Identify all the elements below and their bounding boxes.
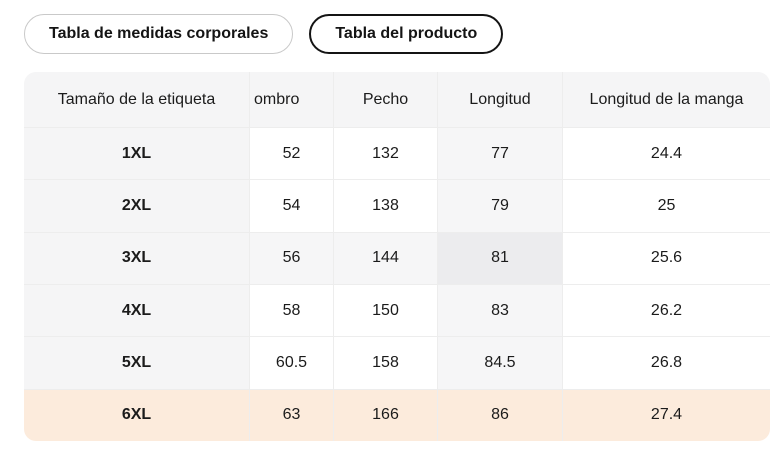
cell-sleeve-length[interactable]: 24.4	[562, 127, 770, 180]
size-row-4xl[interactable]: 4XL 58 150 83 26.2	[24, 283, 770, 337]
cell-chest[interactable]: 158	[333, 336, 437, 389]
cell-length[interactable]: 84.5	[437, 336, 562, 389]
size-label[interactable]: 6XL	[24, 388, 249, 441]
cell-length-highlighted[interactable]: 81	[437, 231, 562, 284]
cell-shoulder[interactable]: 54	[249, 179, 333, 232]
cell-length[interactable]: 86	[437, 388, 562, 441]
cell-shoulder[interactable]: 52	[249, 127, 333, 180]
tab-product[interactable]: Tabla del producto	[309, 14, 504, 54]
header-cell-sleeve-length: Longitud de la manga	[562, 72, 770, 127]
cell-shoulder[interactable]: 58	[249, 283, 333, 337]
size-row-6xl-selected[interactable]: 6XL 63 166 86 27.4	[24, 388, 770, 441]
cell-shoulder[interactable]: 63	[249, 388, 333, 441]
size-label[interactable]: 5XL	[24, 336, 249, 389]
header-cell-length: Longitud	[437, 72, 562, 127]
header-cell-label-size: Tamaño de la etiqueta	[24, 72, 249, 127]
header-cell-shoulder: ombro	[249, 72, 333, 127]
cell-shoulder[interactable]: 60.5	[249, 336, 333, 389]
header-cell-chest: Pecho	[333, 72, 437, 127]
product-size-table: Tamaño de la etiqueta ombro Pecho Longit…	[24, 72, 770, 441]
size-label[interactable]: 2XL	[24, 179, 249, 232]
size-label[interactable]: 1XL	[24, 127, 249, 180]
cell-sleeve-length[interactable]: 27.4	[562, 388, 770, 441]
cell-shoulder[interactable]: 56	[249, 231, 333, 284]
cell-length[interactable]: 83	[437, 283, 562, 337]
size-label[interactable]: 4XL	[24, 283, 249, 337]
size-chart-tabs: Tabla de medidas corporales Tabla del pr…	[24, 14, 504, 54]
cell-chest[interactable]: 138	[333, 179, 437, 232]
cell-sleeve-length[interactable]: 25	[562, 179, 770, 232]
cell-length[interactable]: 79	[437, 179, 562, 232]
size-row-3xl[interactable]: 3XL 56 144 81 25.6	[24, 231, 770, 284]
cell-chest[interactable]: 150	[333, 283, 437, 337]
size-row-1xl[interactable]: 1XL 52 132 77 24.4	[24, 127, 770, 180]
cell-chest[interactable]: 166	[333, 388, 437, 441]
table-header-row: Tamaño de la etiqueta ombro Pecho Longit…	[24, 72, 770, 127]
cell-sleeve-length[interactable]: 25.6	[562, 231, 770, 284]
cell-sleeve-length[interactable]: 26.8	[562, 336, 770, 389]
cell-chest[interactable]: 132	[333, 127, 437, 180]
size-row-2xl[interactable]: 2XL 54 138 79 25	[24, 179, 770, 232]
size-row-5xl[interactable]: 5XL 60.5 158 84.5 26.8	[24, 336, 770, 389]
cell-chest[interactable]: 144	[333, 231, 437, 284]
cell-sleeve-length[interactable]: 26.2	[562, 283, 770, 337]
cell-length[interactable]: 77	[437, 127, 562, 180]
tab-body-measurements[interactable]: Tabla de medidas corporales	[24, 14, 294, 54]
size-label[interactable]: 3XL	[24, 231, 249, 284]
